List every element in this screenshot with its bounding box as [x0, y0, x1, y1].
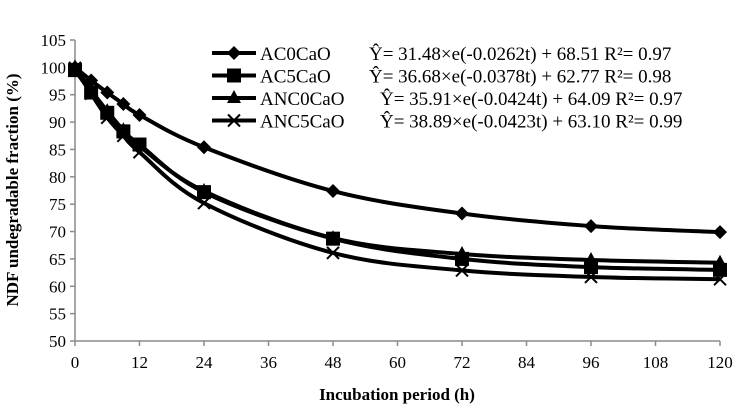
x-tick-label: 36: [260, 353, 277, 372]
data-point: [132, 107, 147, 122]
data-point: [100, 85, 115, 100]
x-tick-label: 84: [518, 353, 536, 372]
y-tick-label: 105: [41, 31, 67, 50]
legend-label: ANC5CaO: [260, 112, 344, 133]
data-point: [713, 225, 727, 240]
data-point: [100, 111, 114, 125]
data-point: [584, 270, 598, 284]
series-ac0cao: [68, 60, 727, 240]
data-point: [455, 245, 469, 259]
x-tick-label: 60: [389, 353, 406, 372]
legend-marker: [227, 113, 241, 128]
x-tick-label: 12: [131, 353, 148, 372]
data-point: [455, 206, 469, 221]
x-tick-label: 24: [196, 353, 214, 372]
y-tick-label: 70: [49, 223, 66, 242]
legend-label: AC0CaO: [260, 44, 331, 65]
data-point: [326, 184, 340, 199]
data-point: [713, 254, 727, 268]
data-point: [197, 183, 211, 197]
legend-equation: Ŷ= 35.91×e(-0.0424t) + 64.09 R²= 0.97: [380, 88, 682, 110]
x-tick-label: 120: [707, 353, 733, 372]
data-point: [68, 61, 82, 75]
legend-equation: Ŷ= 36.68×e(-0.0378t) + 62.77 R²= 0.98: [369, 66, 671, 88]
data-point: [68, 59, 82, 73]
legend-marker: [227, 46, 241, 60]
data-point: [584, 252, 598, 266]
y-tick-label: 65: [49, 250, 66, 269]
legend-label: ANC0CaO: [260, 89, 344, 110]
legend-item: ANC5CaO Ŷ= 38.89×e(-0.0423t) + 63.10 R²= …: [212, 111, 682, 133]
legend-marker: [227, 90, 241, 103]
legend-item: AC5CaO Ŷ= 36.68×e(-0.0378t) + 62.77 R²= 0…: [212, 66, 671, 88]
legend: AC0CaO Ŷ= 31.48×e(-0.0262t) + 68.51 R²= 0…: [212, 43, 682, 133]
data-point: [132, 145, 147, 159]
data-point: [197, 140, 211, 155]
series-layer: [68, 59, 727, 286]
x-tick-label: 0: [71, 353, 80, 372]
series-anc5cao: [68, 61, 727, 286]
legend-equation: Ŷ= 38.89×e(-0.0423t) + 63.10 R²= 0.99: [380, 111, 682, 133]
x-tick-label: 96: [583, 353, 600, 372]
y-axis-title: NDF undegradable fraction (%): [3, 73, 22, 306]
data-point: [713, 272, 727, 286]
y-tick-label: 75: [49, 195, 66, 214]
x-tick-label: 72: [454, 353, 471, 372]
legend-item: AC0CaO Ŷ= 31.48×e(-0.0262t) + 68.51 R²= 0…: [212, 43, 671, 65]
legend-equation: Ŷ= 31.48×e(-0.0262t) + 68.51 R²= 0.97: [369, 43, 671, 65]
data-point: [326, 246, 340, 260]
y-tick-label: 90: [49, 113, 66, 132]
x-tick-label: 48: [325, 353, 342, 372]
data-point: [584, 219, 598, 234]
y-tick-label: 80: [49, 168, 66, 187]
legend-marker: [227, 68, 241, 83]
data-point: [197, 196, 211, 210]
axes: 50 55 60 65 70 75 80 85 90 95 100 105 0 12 24 36 48 60 72 8…: [41, 31, 733, 372]
y-tick-label: 50: [49, 332, 66, 351]
data-point: [116, 97, 131, 112]
y-tick-label: 55: [49, 305, 66, 324]
x-axis-title: Incubation period (h): [319, 385, 475, 404]
data-point: [326, 230, 340, 244]
data-point: [84, 82, 99, 96]
y-tick-label: 60: [49, 277, 66, 296]
y-tick-label: 85: [49, 140, 66, 159]
x-tick-label: 108: [643, 353, 669, 372]
data-point: [84, 86, 98, 101]
y-tick-label: 95: [49, 86, 66, 105]
legend-label: AC5CaO: [260, 67, 331, 88]
data-point: [116, 129, 131, 143]
legend-item: ANC0CaO Ŷ= 35.91×e(-0.0424t) + 64.09 R²= …: [212, 88, 682, 110]
y-tick-label: 100: [41, 58, 67, 77]
data-point: [455, 263, 469, 278]
